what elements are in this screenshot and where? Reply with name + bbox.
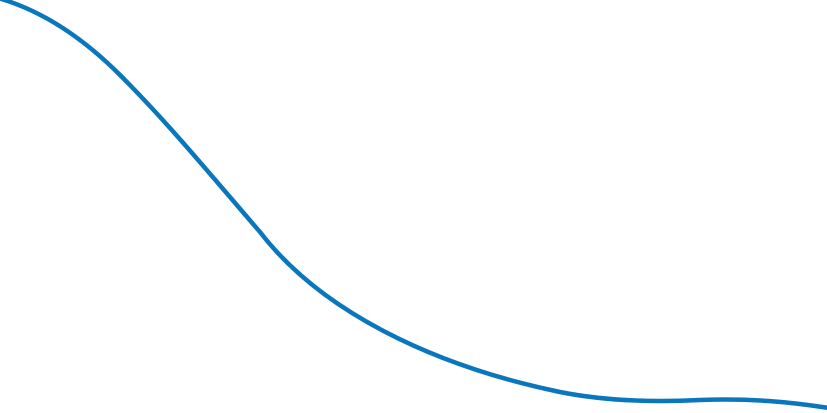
canvas	[0, 0, 827, 410]
decorative-wave	[0, 0, 827, 410]
wave-curve	[0, 0, 827, 410]
